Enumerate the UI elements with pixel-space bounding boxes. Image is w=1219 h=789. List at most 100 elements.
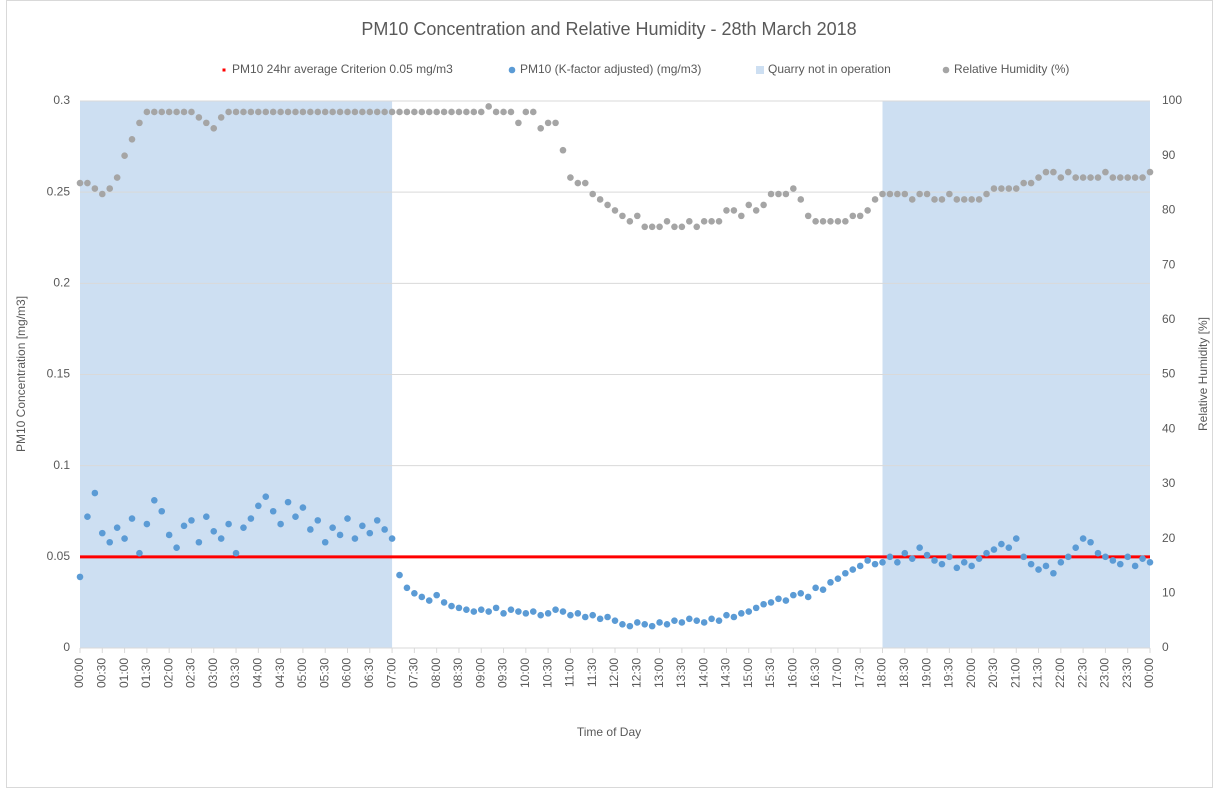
scatter-point	[797, 196, 805, 203]
scatter-point	[121, 152, 128, 159]
x-tick-label: 06:00	[340, 658, 354, 688]
y2-tick-label: 0	[1162, 640, 1169, 654]
scatter-point	[693, 223, 701, 231]
scatter-point	[128, 515, 136, 522]
scatter-point	[1131, 174, 1139, 181]
scatter-point	[700, 619, 708, 626]
scatter-point	[1102, 168, 1109, 176]
scatter-point	[849, 566, 857, 573]
scatter-point	[1035, 566, 1042, 573]
scatter-point	[425, 597, 433, 604]
y2-tick-label: 20	[1162, 531, 1176, 545]
scatter-point	[84, 179, 91, 187]
scatter-point	[1050, 569, 1057, 577]
legend-marker	[942, 66, 950, 74]
y-tick-label: 0.1	[53, 458, 70, 472]
scatter-point	[210, 125, 218, 132]
scatter-point	[856, 212, 864, 220]
scatter-point	[656, 223, 663, 231]
y-tick-label: 0	[63, 640, 70, 654]
scatter-point	[886, 190, 894, 198]
scatter-point	[864, 207, 871, 214]
scatter-point	[871, 196, 879, 203]
scatter-point	[411, 590, 418, 597]
scatter-point	[998, 185, 1005, 192]
scatter-point	[373, 108, 381, 116]
scatter-point	[388, 535, 396, 542]
scatter-point	[1035, 174, 1042, 181]
y-tick-label: 0.3	[53, 93, 70, 107]
x-tick-label: 19:00	[919, 658, 933, 688]
scatter-point	[292, 513, 299, 521]
scatter-point	[544, 610, 552, 617]
scatter-point	[1042, 562, 1050, 570]
scatter-point	[359, 522, 366, 530]
scatter-point	[1020, 179, 1027, 187]
scatter-point	[723, 611, 730, 619]
legend-marker	[756, 66, 764, 74]
scatter-point	[752, 604, 760, 612]
scatter-point	[76, 179, 84, 187]
scatter-point	[84, 513, 91, 521]
scatter-point	[151, 497, 158, 504]
scatter-point	[842, 569, 849, 577]
x-tick-label: 04:00	[251, 658, 265, 688]
scatter-point	[708, 615, 715, 623]
scatter-point	[908, 555, 916, 562]
scatter-point	[641, 223, 649, 231]
x-tick-label: 17:00	[830, 658, 844, 688]
scatter-point	[790, 185, 797, 192]
scatter-point	[396, 108, 403, 116]
x-tick-label: 23:00	[1098, 658, 1112, 688]
scatter-point	[894, 559, 901, 566]
scatter-point	[552, 606, 559, 614]
scatter-point	[738, 212, 745, 220]
scatter-point	[188, 108, 195, 116]
scatter-point	[767, 599, 775, 606]
x-tick-label: 06:30	[362, 658, 376, 688]
x-tick-label: 04:30	[273, 658, 287, 688]
scatter-point	[1079, 535, 1087, 542]
scatter-point	[529, 108, 537, 116]
scatter-point	[299, 504, 307, 511]
x-tick-label: 12:30	[629, 658, 643, 688]
scatter-point	[968, 196, 975, 203]
scatter-point	[1124, 174, 1132, 181]
scatter-point	[923, 551, 931, 559]
scatter-point	[827, 579, 834, 586]
scatter-point	[448, 108, 455, 116]
scatter-point	[433, 108, 440, 116]
scatter-point	[492, 108, 500, 116]
scatter-point	[321, 108, 329, 116]
scatter-point	[938, 560, 946, 568]
scatter-point	[173, 108, 180, 116]
scatter-point	[738, 610, 745, 617]
scatter-point	[574, 610, 582, 617]
scatter-point	[515, 119, 522, 127]
scatter-point	[225, 520, 232, 528]
scatter-point	[1087, 538, 1094, 546]
scatter-point	[344, 108, 351, 116]
scatter-point	[574, 179, 582, 187]
scatter-point	[173, 544, 180, 552]
scatter-point	[879, 190, 886, 198]
scatter-point	[931, 557, 938, 564]
x-tick-label: 18:30	[897, 658, 911, 688]
scatter-point	[98, 190, 106, 198]
scatter-point	[760, 201, 767, 209]
scatter-point	[411, 108, 418, 116]
scatter-point	[663, 218, 671, 225]
legend-label: PM10 24hr average Criterion 0.05 mg/m3	[232, 62, 453, 76]
scatter-point	[507, 108, 515, 116]
scatter-point	[856, 562, 864, 570]
y2-tick-label: 40	[1162, 421, 1176, 435]
scatter-point	[581, 179, 589, 187]
scatter-point	[507, 606, 515, 614]
scatter-point	[975, 196, 983, 203]
scatter-point	[359, 108, 366, 116]
y-tick-label: 0.15	[47, 367, 71, 381]
scatter-point	[804, 593, 812, 601]
scatter-point	[567, 174, 574, 181]
scatter-point	[106, 538, 114, 546]
scatter-point	[195, 114, 203, 121]
